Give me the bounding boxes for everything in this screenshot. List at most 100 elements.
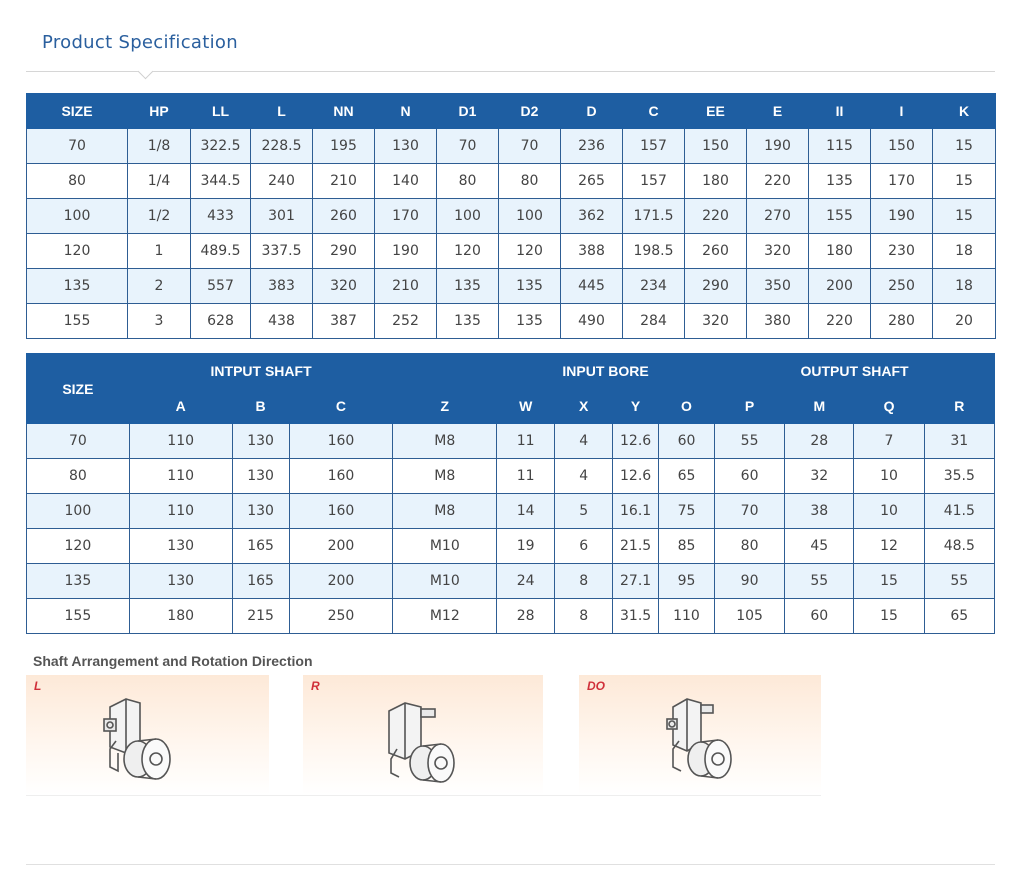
table-cell: 438 xyxy=(250,303,313,339)
table-cell: 80 xyxy=(26,163,128,199)
table-cell: 130 xyxy=(231,423,290,459)
table-cell: 290 xyxy=(312,233,375,269)
table-cell: 10 xyxy=(853,493,925,529)
table-cell: 80 xyxy=(436,163,499,199)
table-cell: 110 xyxy=(657,598,715,634)
table-cell: M8 xyxy=(392,493,498,529)
table-cell: 1/2 xyxy=(127,198,191,234)
table-cell: 290 xyxy=(684,268,747,304)
table-cell: 280 xyxy=(870,303,933,339)
table-cell: 210 xyxy=(374,268,437,304)
table-cell: 19 xyxy=(496,528,556,564)
table-cell: 160 xyxy=(288,423,394,459)
col-header: O xyxy=(657,388,715,424)
dimension-table-header: SIZE HP LL L NN N D1 D2 D C EE E II I K xyxy=(26,93,996,129)
table-cell: 130 xyxy=(231,493,290,529)
table-cell: 31.5 xyxy=(612,598,659,634)
table-cell: 135 xyxy=(436,268,499,304)
table-cell: 70 xyxy=(713,493,786,529)
gearbox-double-output-icon xyxy=(666,698,732,779)
table-cell: 388 xyxy=(560,233,623,269)
col-header: C xyxy=(622,93,685,129)
table-cell: 284 xyxy=(622,303,685,339)
table-cell: 4 xyxy=(554,458,614,494)
table-cell: 135 xyxy=(498,268,561,304)
shaft-table-group-header: SIZE INTPUT SHAFT INPUT BORE OUTPUT SHAF… xyxy=(26,353,996,424)
table-cell: 120 xyxy=(26,233,128,269)
table-cell: 135 xyxy=(808,163,871,199)
table-cell: 155 xyxy=(808,198,871,234)
table-cell: 135 xyxy=(436,303,499,339)
table-cell: 4 xyxy=(554,423,614,459)
table-cell: 220 xyxy=(746,163,809,199)
table-cell: 220 xyxy=(684,198,747,234)
table-cell: 70 xyxy=(26,423,130,459)
table-cell: 180 xyxy=(808,233,871,269)
table-row: 100 1/2 433 301 260 170 100 100 362 171.5 220 270 15… xyxy=(26,198,996,234)
table-cell: 130 xyxy=(128,563,233,599)
table-cell: 32 xyxy=(784,458,855,494)
col-header: P xyxy=(713,388,786,424)
table-cell: 60 xyxy=(784,598,855,634)
col-header: X xyxy=(554,388,614,424)
table-cell: 320 xyxy=(746,233,809,269)
col-header: I xyxy=(870,93,933,129)
dimension-table-body: 70 1/8 322.5 228.5 195 130 70 70 236 157 150 190 115… xyxy=(26,128,996,339)
table-cell: 15 xyxy=(932,128,996,164)
col-header: R xyxy=(923,388,996,424)
table-row: 80 1/4 344.5 240 210 140 80 80 265 157 180 220 135 17… xyxy=(26,163,996,199)
table-cell: 362 xyxy=(560,198,623,234)
group-output-shaft: OUTPUT SHAFT xyxy=(713,353,996,389)
table-cell: 150 xyxy=(684,128,747,164)
table-cell: M12 xyxy=(392,598,498,634)
table-cell: 115 xyxy=(808,128,871,164)
table-cell: 252 xyxy=(374,303,437,339)
table-cell: 85 xyxy=(657,528,715,564)
table-cell: 10 xyxy=(853,458,925,494)
table-cell: 105 xyxy=(713,598,786,634)
table-cell: 433 xyxy=(190,198,251,234)
table-cell: 270 xyxy=(746,198,809,234)
table-cell: 130 xyxy=(128,528,233,564)
table-cell: 100 xyxy=(26,198,128,234)
table-cell: 160 xyxy=(288,458,394,494)
col-header: NN xyxy=(312,93,375,129)
table-cell: 70 xyxy=(498,128,561,164)
table-cell: 200 xyxy=(288,528,394,564)
table-cell: 14 xyxy=(496,493,556,529)
table-cell: M10 xyxy=(392,563,498,599)
table-cell: 320 xyxy=(312,268,375,304)
gearbox-left-icon xyxy=(103,698,171,780)
table-cell: 55 xyxy=(923,563,996,599)
table-cell: 190 xyxy=(870,198,933,234)
title-caret-icon xyxy=(137,63,154,80)
table-cell: 228.5 xyxy=(250,128,313,164)
table-cell: 130 xyxy=(374,128,437,164)
col-header: SIZE xyxy=(26,93,128,129)
arrangement-title: Shaft Arrangement and Rotation Direction xyxy=(33,653,313,669)
shaft-table: SIZE INTPUT SHAFT INPUT BORE OUTPUT SHAF… xyxy=(26,353,996,634)
col-header: B xyxy=(231,388,290,424)
col-header: Q xyxy=(853,388,925,424)
table-cell: 160 xyxy=(288,493,394,529)
table-cell: 190 xyxy=(746,128,809,164)
table-cell: 12 xyxy=(853,528,925,564)
table-cell: 65 xyxy=(923,598,996,634)
table-cell: 170 xyxy=(374,198,437,234)
table-cell: 5 xyxy=(554,493,614,529)
col-header: M xyxy=(784,388,855,424)
table-cell: 236 xyxy=(560,128,623,164)
table-cell: 7 xyxy=(853,423,925,459)
page-title: Product Specification xyxy=(42,32,238,53)
col-header: EE xyxy=(684,93,747,129)
table-cell: 250 xyxy=(870,268,933,304)
table-cell: 150 xyxy=(870,128,933,164)
table-cell: 31 xyxy=(923,423,996,459)
table-cell: 198.5 xyxy=(622,233,685,269)
table-cell: 100 xyxy=(26,493,130,529)
table-cell: 155 xyxy=(26,598,130,634)
table-cell: 90 xyxy=(713,563,786,599)
table-cell: 15 xyxy=(932,163,996,199)
panel-label: DO xyxy=(587,679,605,693)
size-header: SIZE xyxy=(26,353,130,424)
